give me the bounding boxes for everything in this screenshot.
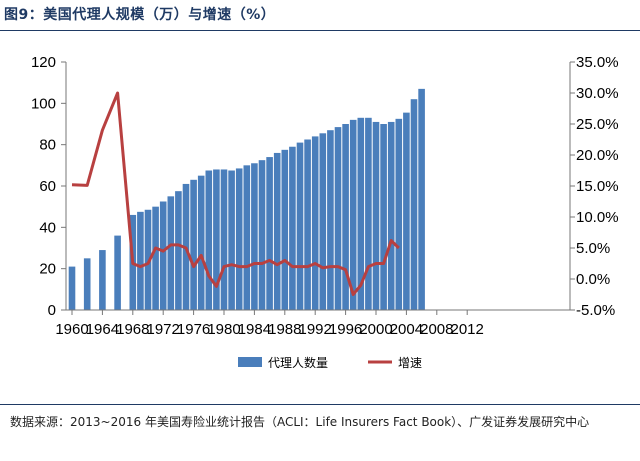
right-tick-label: 35.0% (576, 54, 619, 71)
bar-1962 (83, 258, 91, 310)
left-tick-label: 20 (39, 261, 56, 278)
left-tick-label: 60 (39, 178, 56, 195)
bar-1986 (266, 157, 273, 310)
bar-1984 (251, 163, 258, 310)
legend: 代理人数量 增速 (238, 355, 422, 370)
bar-1977 (197, 175, 205, 310)
bar-1960 (68, 266, 76, 310)
right-tick-label: 30.0% (576, 85, 619, 102)
bar-2003 (395, 118, 403, 310)
left-tick-label: 80 (39, 137, 56, 154)
chart-title: 图9：美国代理人规模（万）与增速（%） (4, 7, 276, 23)
bar-2002 (387, 121, 395, 310)
axes: 0 20 40 60 80 100 120 -5.0% 0.0% 5.0% 10.0% 15.0% 20… (31, 54, 619, 338)
left-tick-label: 40 (39, 219, 56, 236)
source-rule (0, 404, 640, 405)
bar-1982 (235, 168, 243, 310)
bar-series (68, 88, 425, 310)
bar-2004 (403, 112, 410, 310)
bar-1976 (190, 179, 197, 310)
bar-1989 (289, 146, 296, 310)
bar-1969 (137, 211, 144, 310)
chart-area: 0 20 40 60 80 100 120 -5.0% 0.0% 5.0% 10.0% 15.0% 20… (31, 54, 619, 370)
bar-1995 (334, 127, 342, 310)
left-tick-label: 120 (31, 54, 56, 71)
x-tick-label: 1996 (329, 321, 362, 338)
x-tick-label: 1988 (268, 321, 301, 338)
source-note: 数据来源：2013~2016 年美国寿险业统计报告（ACLI：Life Insu… (10, 415, 590, 429)
bar-1970 (144, 209, 152, 310)
bar-1994 (327, 130, 334, 310)
bar-1990 (296, 142, 304, 310)
left-tick-label: 100 (31, 95, 56, 112)
x-tick-label: 1964 (86, 321, 119, 338)
bar-1978 (205, 170, 213, 310)
left-tick-label: 0 (48, 302, 56, 319)
legend-label-line: 增速 (398, 356, 422, 370)
bar-1966 (114, 235, 121, 310)
bar-1973 (167, 196, 175, 310)
bar-1999 (365, 117, 372, 310)
x-tick-label: 1968 (116, 321, 149, 338)
bar-1987 (273, 152, 281, 310)
bar-1993 (319, 133, 327, 310)
bar-1980 (220, 169, 228, 310)
growth-line (71, 91, 400, 296)
line-series (71, 91, 400, 296)
bar-1971 (152, 206, 159, 310)
right-tick-label: -5.0% (576, 302, 615, 319)
bar-1991 (304, 139, 311, 310)
bar-1996 (342, 124, 349, 310)
legend-swatch-bar (238, 357, 262, 367)
bar-2006 (418, 88, 425, 310)
right-tick-label: 15.0% (576, 178, 619, 195)
right-tick-label: 10.0% (576, 209, 619, 226)
legend-label-bar: 代理人数量 (268, 355, 328, 370)
x-tick-label: 2008 (420, 321, 453, 338)
x-tick-label: 1980 (207, 321, 240, 338)
bar-1972 (159, 201, 167, 310)
title-rule (0, 30, 640, 31)
bar-2001 (380, 124, 387, 310)
x-tick-label: 1972 (147, 321, 180, 338)
x-tick-label: 2012 (451, 321, 484, 338)
right-tick-label: 0.0% (576, 271, 610, 288)
bar-1979 (213, 169, 220, 310)
bar-1998 (357, 117, 365, 310)
bar-1985 (258, 160, 266, 310)
right-tick-label: 20.0% (576, 147, 619, 164)
right-tick-label: 25.0% (576, 116, 619, 133)
bar-1992 (311, 136, 319, 310)
x-tick-label: 2000 (359, 321, 392, 338)
bar-2005 (410, 99, 418, 310)
x-tick-label: 2004 (390, 321, 423, 338)
right-tick-label: 5.0% (576, 240, 610, 257)
x-tick-label: 1976 (177, 321, 210, 338)
x-tick-label: 1984 (238, 321, 271, 338)
bar-2000 (372, 121, 380, 310)
x-tick-label: 1960 (55, 321, 88, 338)
bar-1981 (228, 170, 235, 310)
bar-1964 (99, 250, 106, 310)
bar-1983 (243, 165, 251, 310)
bar-1974 (175, 191, 182, 310)
x-tick-label: 1992 (299, 321, 332, 338)
bar-1988 (281, 149, 289, 310)
bar-1997 (349, 119, 357, 310)
